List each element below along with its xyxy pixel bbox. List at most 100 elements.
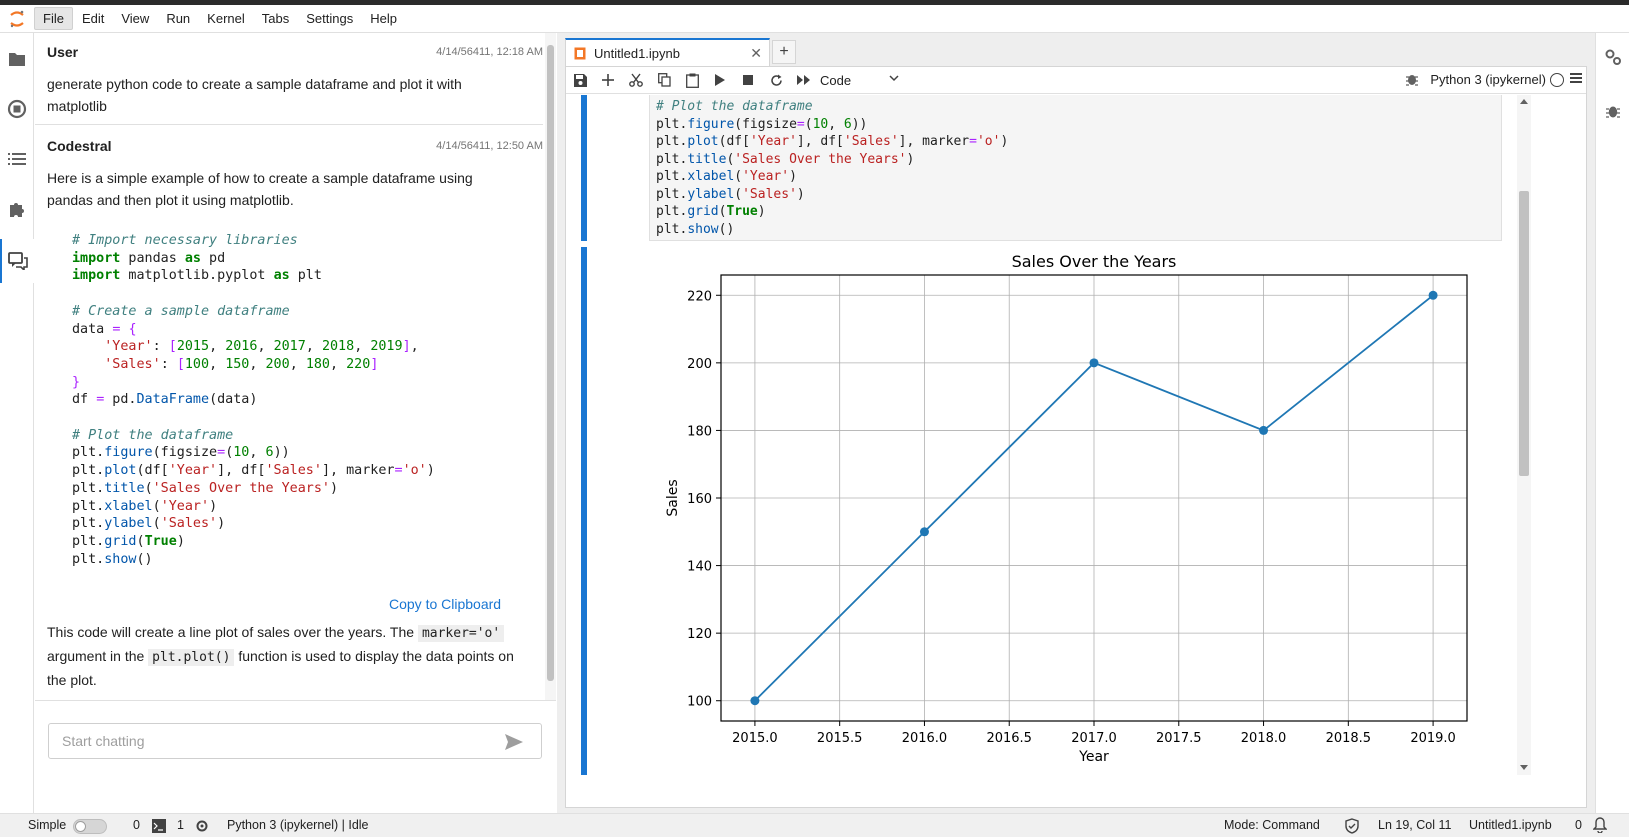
cursor-position[interactable]: Ln 19, Col 11: [1378, 818, 1452, 832]
cell-collapser[interactable]: [581, 95, 587, 241]
menu-file[interactable]: File: [34, 7, 73, 30]
interrupt-button[interactable]: [734, 67, 762, 93]
insert-cell-button[interactable]: [594, 67, 622, 93]
message-text: generate python code to create a sample …: [47, 76, 462, 114]
x-tick-label: 2017.0: [1071, 731, 1117, 746]
x-tick-label: 2018.0: [1241, 731, 1287, 746]
menu-help[interactable]: Help: [370, 11, 397, 26]
menu-tabs[interactable]: Tabs: [261, 11, 290, 26]
new-tab-button[interactable]: +: [772, 40, 796, 64]
message-text: Here is a simple example of how to creat…: [47, 170, 473, 208]
cut-button[interactable]: [622, 67, 650, 93]
kernel-status-icon: [1550, 73, 1564, 87]
menu-view[interactable]: View: [121, 11, 150, 26]
message-author: Codestral: [47, 138, 112, 154]
notebook-scrollbar-thumb[interactable]: [1519, 191, 1529, 476]
tab-title: Untitled1.ipynb: [594, 45, 680, 61]
simple-mode-label: Simple: [28, 818, 67, 832]
scissors-icon: [629, 73, 643, 87]
message-divider: [35, 124, 543, 125]
code-cell-source: # Plot the dataframe plt.figure(figsize=…: [656, 99, 1009, 237]
gear-icon: [196, 820, 208, 832]
shield-check-icon[interactable]: [1345, 818, 1359, 834]
plus-icon: [602, 74, 614, 86]
notebook-area: Untitled1.ipynb ✕ + Code Python 3 (ipyke…: [557, 33, 1595, 813]
menu-run[interactable]: Run: [166, 11, 191, 26]
x-tick-label: 2016.0: [902, 731, 948, 746]
tab-untitled1[interactable]: Untitled1.ipynb ✕: [565, 38, 770, 66]
cell-type-select[interactable]: Code: [820, 70, 906, 90]
table-of-contents-button[interactable]: [0, 137, 34, 181]
y-axis-label: Sales: [665, 479, 681, 516]
restart-run-all-button[interactable]: [790, 67, 818, 93]
chat-scrollbar[interactable]: [545, 33, 556, 725]
y-tick-label: 100: [687, 695, 712, 710]
extension-manager-button[interactable]: [0, 187, 34, 231]
inline-code: marker='o': [417, 625, 505, 642]
message-header: Codestral 4/14/56411, 12:50 AM: [47, 138, 543, 154]
kernel-status[interactable]: Python 3 (ipykernel) | Idle: [227, 818, 369, 832]
window-top-strip: [0, 0, 1629, 5]
message-text-outro: This code will create a line plot of sal…: [47, 621, 517, 691]
output-collapser[interactable]: [581, 247, 587, 775]
chat-input-box[interactable]: [48, 723, 542, 759]
save-icon: [573, 73, 587, 87]
simple-mode-toggle[interactable]: [73, 819, 107, 834]
refresh-icon: [770, 74, 782, 86]
notebook-scrollbar[interactable]: [1517, 95, 1531, 775]
jupyter-logo-icon: [0, 5, 34, 33]
copy-icon: [657, 73, 671, 87]
file-browser-button[interactable]: [0, 37, 34, 81]
save-button[interactable]: [566, 67, 594, 93]
close-icon[interactable]: ✕: [750, 45, 762, 61]
copy-button[interactable]: [650, 67, 678, 93]
bell-icon[interactable]: [1593, 817, 1607, 833]
status-bar: Simple 0 1 Python 3 (ipykernel) | Idle M…: [0, 813, 1629, 837]
menu-icon[interactable]: [1568, 71, 1584, 85]
notebook-mode: Mode: Command: [1224, 818, 1320, 832]
copy-to-clipboard-button[interactable]: Copy to Clipboard: [389, 596, 502, 612]
debugger-panel-button[interactable]: [1596, 91, 1629, 131]
kernel-name[interactable]: Python 3 (ipykernel): [1430, 72, 1546, 87]
run-button[interactable]: [706, 67, 734, 93]
code-cell-input[interactable]: # Plot the dataframe plt.figure(figsize=…: [649, 95, 1502, 241]
gears-icon: [1605, 49, 1621, 65]
x-tick-label: 2017.5: [1156, 731, 1202, 746]
inline-code: plt.plot(): [148, 649, 235, 666]
current-file: Untitled1.ipynb: [1469, 818, 1552, 832]
toggle-knob: [75, 821, 86, 832]
message-author: User: [47, 44, 79, 60]
restart-button[interactable]: [762, 67, 790, 93]
send-icon[interactable]: [504, 733, 524, 751]
scroll-down-icon[interactable]: [1520, 765, 1528, 771]
kernel-count[interactable]: 1: [177, 818, 184, 832]
x-tick-label: 2019.0: [1410, 731, 1456, 746]
scroll-up-icon[interactable]: [1520, 98, 1528, 104]
terminal-count[interactable]: 0: [133, 818, 140, 832]
chart-ticks: 2015.0 2015.5 2016.0 2016.5 2017.0 2017.5 2018…: [687, 289, 1456, 746]
debugger-icon[interactable]: [1405, 72, 1419, 86]
menu-settings[interactable]: Settings: [306, 11, 354, 26]
bug-icon: [1606, 106, 1620, 118]
notebook-toolbar: Code Python 3 (ipykernel): [566, 67, 1586, 94]
running-sessions-button[interactable]: [0, 87, 34, 131]
menu-edit[interactable]: Edit: [81, 11, 105, 26]
outro-part: This code will create a line plot of sal…: [47, 624, 418, 640]
cell-type-value: Code: [820, 72, 852, 88]
stop-icon: [743, 75, 753, 85]
notification-count: 0: [1575, 818, 1582, 832]
menu-kernel[interactable]: Kernel: [207, 11, 245, 26]
chat-panel: User 4/14/56411, 12:18 AM generate pytho…: [35, 33, 556, 813]
menubar: File Edit View Run Kernel Tabs Settings …: [0, 5, 1629, 33]
paste-icon: [685, 73, 699, 88]
chat-panel-button[interactable]: [0, 239, 34, 283]
list-icon: [8, 153, 26, 165]
property-inspector-button[interactable]: [1596, 37, 1629, 77]
fast-forward-icon: [797, 75, 810, 85]
chat-input[interactable]: [62, 733, 482, 749]
notebook-panel: Code Python 3 (ipykernel) # Plot the dat…: [565, 66, 1587, 808]
x-axis-label: Year: [1078, 749, 1109, 765]
chat-scrollbar-thumb[interactable]: [547, 45, 554, 681]
stop-circle-icon: [7, 99, 27, 119]
paste-button[interactable]: [678, 67, 706, 93]
